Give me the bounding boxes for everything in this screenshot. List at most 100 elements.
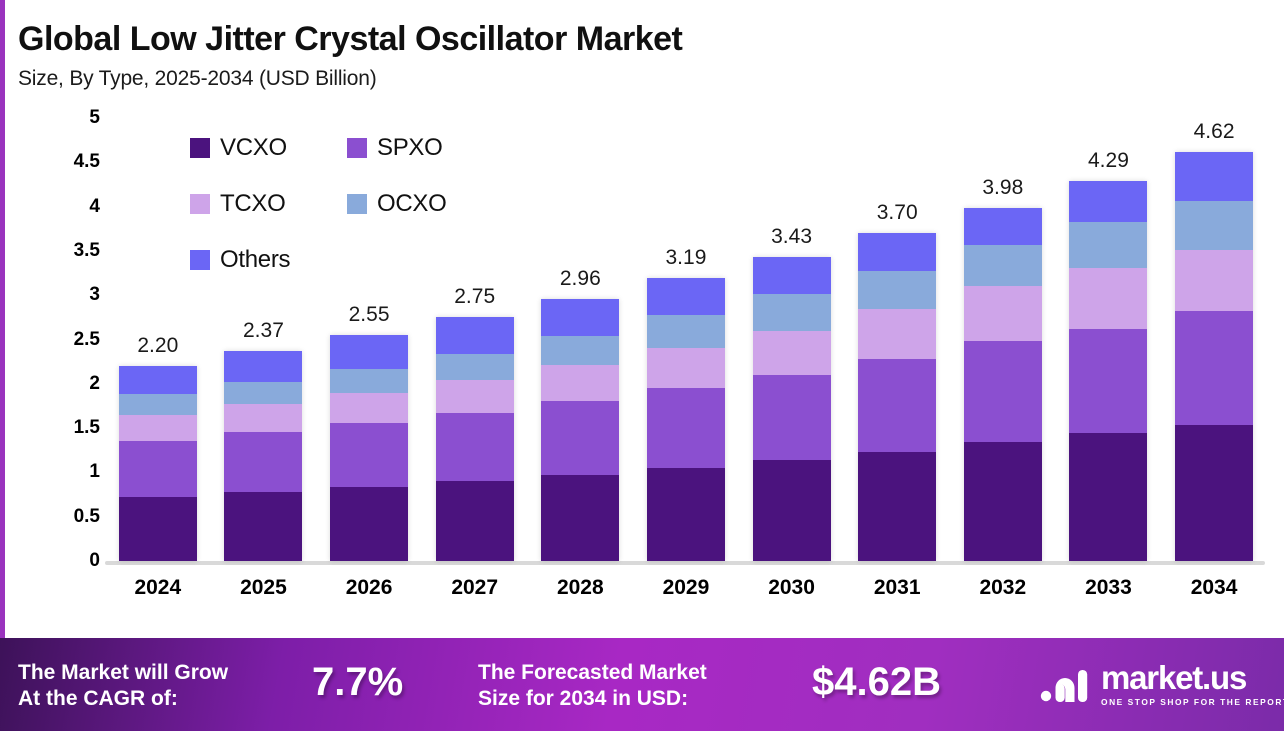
stacked-bar[interactable] [963,208,1042,561]
bar-segment-ocxo[interactable] [963,244,1042,287]
legend-swatch-icon [347,138,367,158]
bar-column[interactable]: 3.98 [950,118,1055,561]
legend-label: Others [220,246,291,273]
bar-segment-tcxo[interactable] [224,404,303,432]
bar-segment-others[interactable] [118,366,197,395]
forecast-value: $4.62B [812,660,941,704]
bar-segment-ocxo[interactable] [646,314,725,349]
bar-segment-spxo[interactable] [752,374,831,460]
bar-segment-others[interactable] [224,351,303,383]
stacked-bar[interactable] [541,298,620,561]
bar-column[interactable]: 3.43 [739,118,844,561]
bar-segment-others[interactable] [858,233,937,272]
bar-segment-vcxo[interactable] [118,497,197,561]
x-axis-label: 2024 [134,576,182,599]
bar-segment-spxo[interactable] [963,341,1042,443]
bar-segment-spxo[interactable] [541,400,620,476]
bar-segment-ocxo[interactable] [541,335,620,366]
bar-column[interactable]: 2.55 [317,118,422,561]
stacked-bar[interactable] [330,335,409,561]
bar-segment-vcxo[interactable] [541,475,620,561]
bar-segment-spxo[interactable] [858,359,937,453]
bar-segment-spxo[interactable] [646,388,725,468]
bar-segment-others[interactable] [646,278,725,315]
stacked-bar[interactable] [1069,180,1148,561]
bar-segment-spxo[interactable] [330,422,409,487]
bar-segment-others[interactable] [1175,151,1254,202]
bar-segment-others[interactable] [330,335,409,369]
bar-segment-vcxo[interactable] [1069,432,1148,561]
bar-column[interactable]: 2.37 [211,118,316,561]
bar-column[interactable]: 2.75 [422,118,527,561]
bar-segment-vcxo[interactable] [435,481,514,561]
bar-column[interactable]: 4.29 [1056,118,1161,561]
bar-segment-ocxo[interactable] [1069,221,1148,268]
bar-segment-others[interactable] [752,257,831,295]
bar-segment-spxo[interactable] [435,413,514,482]
legend-item-others[interactable]: Others [190,246,347,274]
bar-segment-tcxo[interactable] [330,392,409,423]
bar-segment-ocxo[interactable] [330,368,409,393]
bar-segment-tcxo[interactable] [858,309,937,360]
x-axis-label: 2033 [1085,576,1132,599]
bar-segment-spxo[interactable] [118,440,197,498]
bar-column[interactable]: 3.70 [845,118,950,561]
bar-segment-tcxo[interactable] [1069,267,1148,329]
legend-item-ocxo[interactable]: OCXO [347,190,504,218]
bar-segment-tcxo[interactable] [541,365,620,401]
bar-value-label: 3.19 [665,246,707,270]
bar-segment-ocxo[interactable] [858,271,937,310]
stacked-bar[interactable] [1175,151,1254,561]
cagr-label: The Market will Grow At the CAGR of: [18,661,229,710]
x-axis-labels: 2024 2025 2026 2027 2028 2029 2030 2031 2032 2033… [105,576,1267,600]
bar-segment-tcxo[interactable] [963,286,1042,342]
legend-item-vcxo[interactable]: VCXO [190,134,347,162]
market-us-logo[interactable]: market.us ONE STOP SHOP FOR THE REPORTS [1040,661,1284,707]
forecast-label: The Forecasted Market Size for 2034 in US… [478,661,707,710]
legend-label: SPXO [377,134,443,161]
stacked-bar[interactable] [118,366,197,561]
bar-value-label: 2.75 [454,285,496,309]
stacked-bar[interactable] [858,233,937,561]
bar-column[interactable]: 3.19 [633,118,738,561]
bar-segment-vcxo[interactable] [224,491,303,561]
y-axis-tick: 5 [89,107,100,128]
bar-segment-vcxo[interactable] [858,452,937,561]
y-axis-tick: 0.5 [73,505,100,527]
bar-segment-ocxo[interactable] [1175,201,1254,251]
bar-segment-others[interactable] [1069,180,1148,222]
bar-value-label: 2.96 [559,266,601,290]
bar-segment-ocxo[interactable] [435,353,514,381]
logo-text: market.us ONE STOP SHOP FOR THE REPORTS [1101,661,1284,707]
bar-segment-others[interactable] [963,208,1042,245]
bar-segment-spxo[interactable] [1175,311,1254,425]
bar-segment-tcxo[interactable] [1175,250,1254,312]
bar-segment-others[interactable] [435,317,514,354]
bar-segment-tcxo[interactable] [435,380,514,414]
stacked-bar[interactable] [752,257,831,561]
bar-segment-tcxo[interactable] [646,348,725,389]
stacked-bar[interactable] [224,351,303,561]
x-axis-baseline [105,561,1265,565]
bar-segment-ocxo[interactable] [118,394,197,415]
bar-column[interactable]: 2.20 [105,118,210,561]
bar-segment-vcxo[interactable] [330,486,409,561]
y-axis-tick: 3.5 [73,239,100,261]
bar-segment-others[interactable] [541,298,620,336]
bar-segment-spxo[interactable] [1069,328,1148,433]
bar-segment-tcxo[interactable] [752,330,831,375]
bar-segment-tcxo[interactable] [118,414,197,441]
bar-segment-vcxo[interactable] [646,467,725,561]
bar-segment-ocxo[interactable] [224,382,303,405]
legend-item-tcxo[interactable]: TCXO [190,190,347,218]
bar-segment-spxo[interactable] [224,431,303,492]
bar-column[interactable]: 4.62 [1162,118,1267,561]
legend-item-spxo[interactable]: SPXO [347,134,504,162]
bar-segment-vcxo[interactable] [963,442,1042,561]
bar-segment-vcxo[interactable] [1175,424,1254,561]
bar-segment-vcxo[interactable] [752,460,831,561]
bar-column[interactable]: 2.96 [528,118,633,561]
bar-segment-ocxo[interactable] [752,294,831,331]
stacked-bar[interactable] [646,278,725,561]
stacked-bar[interactable] [435,317,514,561]
